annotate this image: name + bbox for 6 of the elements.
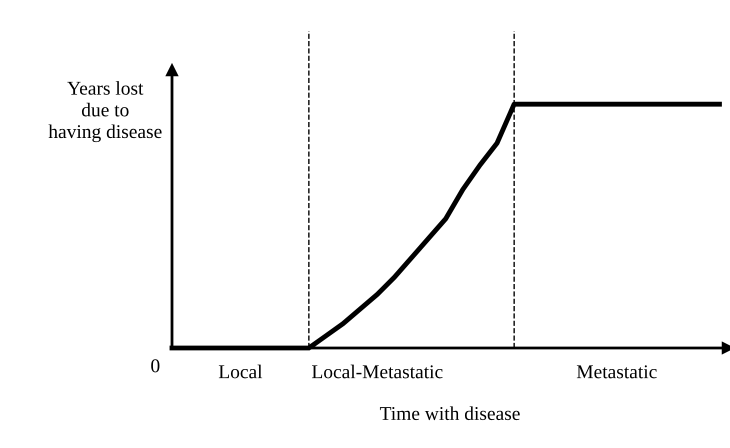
x-tick-label: Metastatic (576, 365, 657, 378)
text: 0 (151, 359, 160, 372)
y-axis-title: Years lost due to having disease (48, 81, 162, 142)
x-tick-label: Local-Metastatic (312, 364, 443, 378)
x-axis-title: Time with disease (380, 406, 520, 420)
x-tick-label: Local (218, 364, 262, 378)
